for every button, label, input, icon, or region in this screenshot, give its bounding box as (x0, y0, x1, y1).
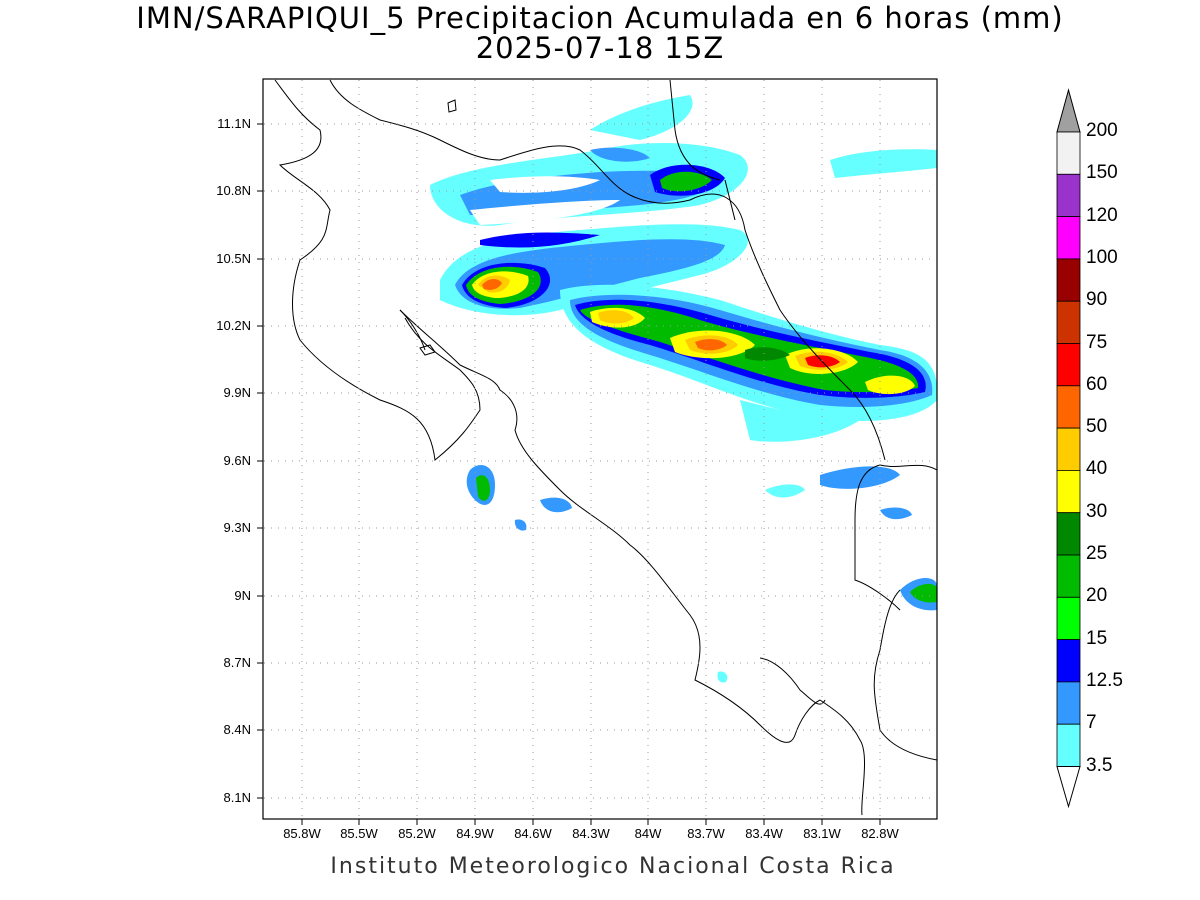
x-tick-label: 83.1W (803, 826, 841, 841)
x-tick-label: 84.6W (514, 826, 552, 841)
grid-lines (264, 80, 936, 818)
colorbar-label: 50 (1086, 416, 1108, 438)
colorbar-label: 12.5 (1086, 669, 1123, 691)
y-tick-label: 9N (234, 588, 251, 603)
y-tick-label: 11.1N (217, 116, 251, 131)
colorbar-label: 20 (1086, 585, 1108, 607)
colorbar-label: 60 (1086, 373, 1108, 395)
colorbar-label: 200 (1086, 120, 1118, 141)
colorbar-segment (1056, 723, 1081, 767)
x-tick-label: 83.7W (687, 826, 725, 841)
colorbar-max-arrow (1056, 88, 1081, 133)
colorbar-label: 7 (1086, 712, 1097, 734)
colorbar-segment (1056, 427, 1081, 471)
colorbar-segment (1056, 173, 1081, 218)
colorbar-segment (1056, 300, 1081, 344)
y-tick-label: 8.4N (223, 722, 251, 737)
colorbar-label: 150 (1086, 162, 1118, 184)
map-datetime: 2025-07-18 15Z (475, 31, 725, 65)
x-tick-label: 84.9W (456, 826, 494, 841)
y-tick-label: 9.9N (223, 385, 251, 400)
colorbar-label: 40 (1086, 458, 1108, 480)
colorbar-segment (1056, 512, 1081, 556)
colorbar-segment (1056, 469, 1081, 514)
colorbar-min-arrow (1056, 766, 1081, 809)
x-tick-label: 85.8W (283, 826, 321, 841)
y-tick-label: 9.6N (223, 453, 251, 468)
colorbar-label: 90 (1086, 289, 1108, 311)
y-tick-label: 10.5N (216, 251, 251, 266)
x-tick-label: 84.3W (572, 826, 610, 841)
colorbar-segment (1056, 216, 1081, 260)
colorbar-label: 30 (1086, 500, 1108, 522)
map-title: IMN/SARAPIQUI_5 Precipitacion Acumulada … (136, 1, 1064, 35)
colorbar-label: 15 (1086, 627, 1108, 649)
y-tick-label: 9.3N (223, 520, 251, 535)
colorbar-segment (1056, 596, 1081, 640)
colorbar-label: 3.5 (1086, 754, 1113, 776)
colorbar-segment (1056, 554, 1081, 598)
colorbar-label: 75 (1086, 331, 1108, 353)
colorbar-segment (1056, 343, 1081, 387)
precipitation-field (430, 95, 937, 683)
colorbar (1056, 88, 1081, 809)
colorbar-segment (1056, 258, 1081, 302)
colorbar-segment (1056, 681, 1081, 725)
x-tick-label: 83.4W (745, 826, 783, 841)
x-tick-label: 85.5W (340, 826, 378, 841)
plot-frame (262, 78, 938, 820)
axis-ticks (257, 123, 881, 825)
colorbar-label: 25 (1086, 543, 1108, 564)
x-tick-label: 84W (634, 826, 662, 841)
institution-credit: Instituto Meteorologico Nacional Costa R… (330, 854, 896, 879)
coastlines (274, 79, 937, 816)
y-tick-label: 10.2N (216, 318, 251, 333)
x-tick-label: 82.8W (861, 826, 899, 841)
y-tick-label: 8.7N (223, 655, 251, 670)
colorbar-label: 100 (1086, 246, 1118, 268)
y-tick-label: 8.1N (223, 790, 251, 805)
y-tick-label: 10.8N (216, 183, 251, 198)
colorbar-segment (1056, 131, 1081, 175)
x-tick-label: 85.2W (398, 826, 436, 841)
colorbar-segment (1056, 385, 1081, 429)
colorbar-label: 120 (1086, 204, 1118, 226)
colorbar-segment (1056, 639, 1081, 683)
